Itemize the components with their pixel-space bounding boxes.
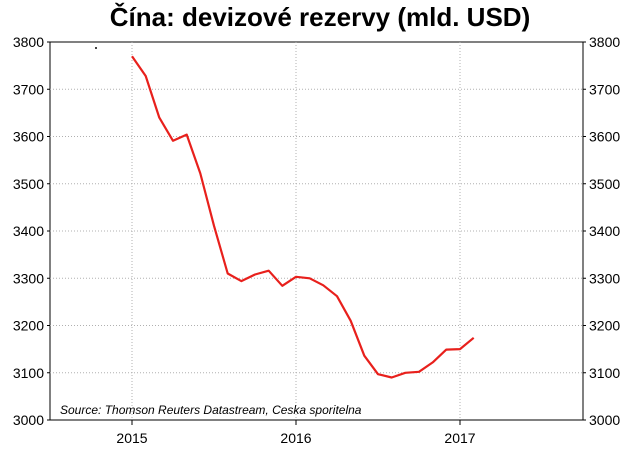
x-tick-label: 2016 <box>280 430 311 446</box>
chart-title: Čína: devizové rezervy (mld. USD) <box>109 2 531 32</box>
y-tick-label-right: 3000 <box>589 412 620 428</box>
y-tick-label-right: 3500 <box>589 176 620 192</box>
y-tick-label-right: 3800 <box>589 34 620 50</box>
y-tick-label-left: 3200 <box>13 318 44 334</box>
y-tick-label-left: 3800 <box>13 34 44 50</box>
y-tick-label-left: 3400 <box>13 223 44 239</box>
y-tick-label-left: 3100 <box>13 365 44 381</box>
y-axis-right: 3000 3100 3200 3300 3400 3500 3600 3700 3800 <box>583 34 620 428</box>
y-tick-label-right: 3300 <box>589 270 620 286</box>
x-tick-label: 2015 <box>116 430 147 446</box>
y-axis-left: 3000 3100 3200 3300 3400 3500 3600 3700 3800 <box>13 34 50 428</box>
y-tick-label-right: 3700 <box>589 81 620 97</box>
y-tick-label-right: 3100 <box>589 365 620 381</box>
y-tick-label-right: 3400 <box>589 223 620 239</box>
y-tick-label-right: 3600 <box>589 129 620 145</box>
y-tick-label-left: 3600 <box>13 129 44 145</box>
grid-lines <box>50 42 583 420</box>
y-tick-label-left: 3000 <box>13 412 44 428</box>
stray-dot <box>95 47 97 49</box>
x-axis: 2015 2016 2017 <box>116 420 476 446</box>
y-tick-label-left: 3300 <box>13 270 44 286</box>
y-tick-label-right: 3200 <box>589 318 620 334</box>
series-line-reserves <box>131 55 475 379</box>
source-note: Source: Thomson Reuters Datastream, Cesk… <box>60 403 362 417</box>
x-tick-label: 2017 <box>444 430 475 446</box>
y-tick-label-left: 3700 <box>13 81 44 97</box>
y-tick-label-left: 3500 <box>13 176 44 192</box>
